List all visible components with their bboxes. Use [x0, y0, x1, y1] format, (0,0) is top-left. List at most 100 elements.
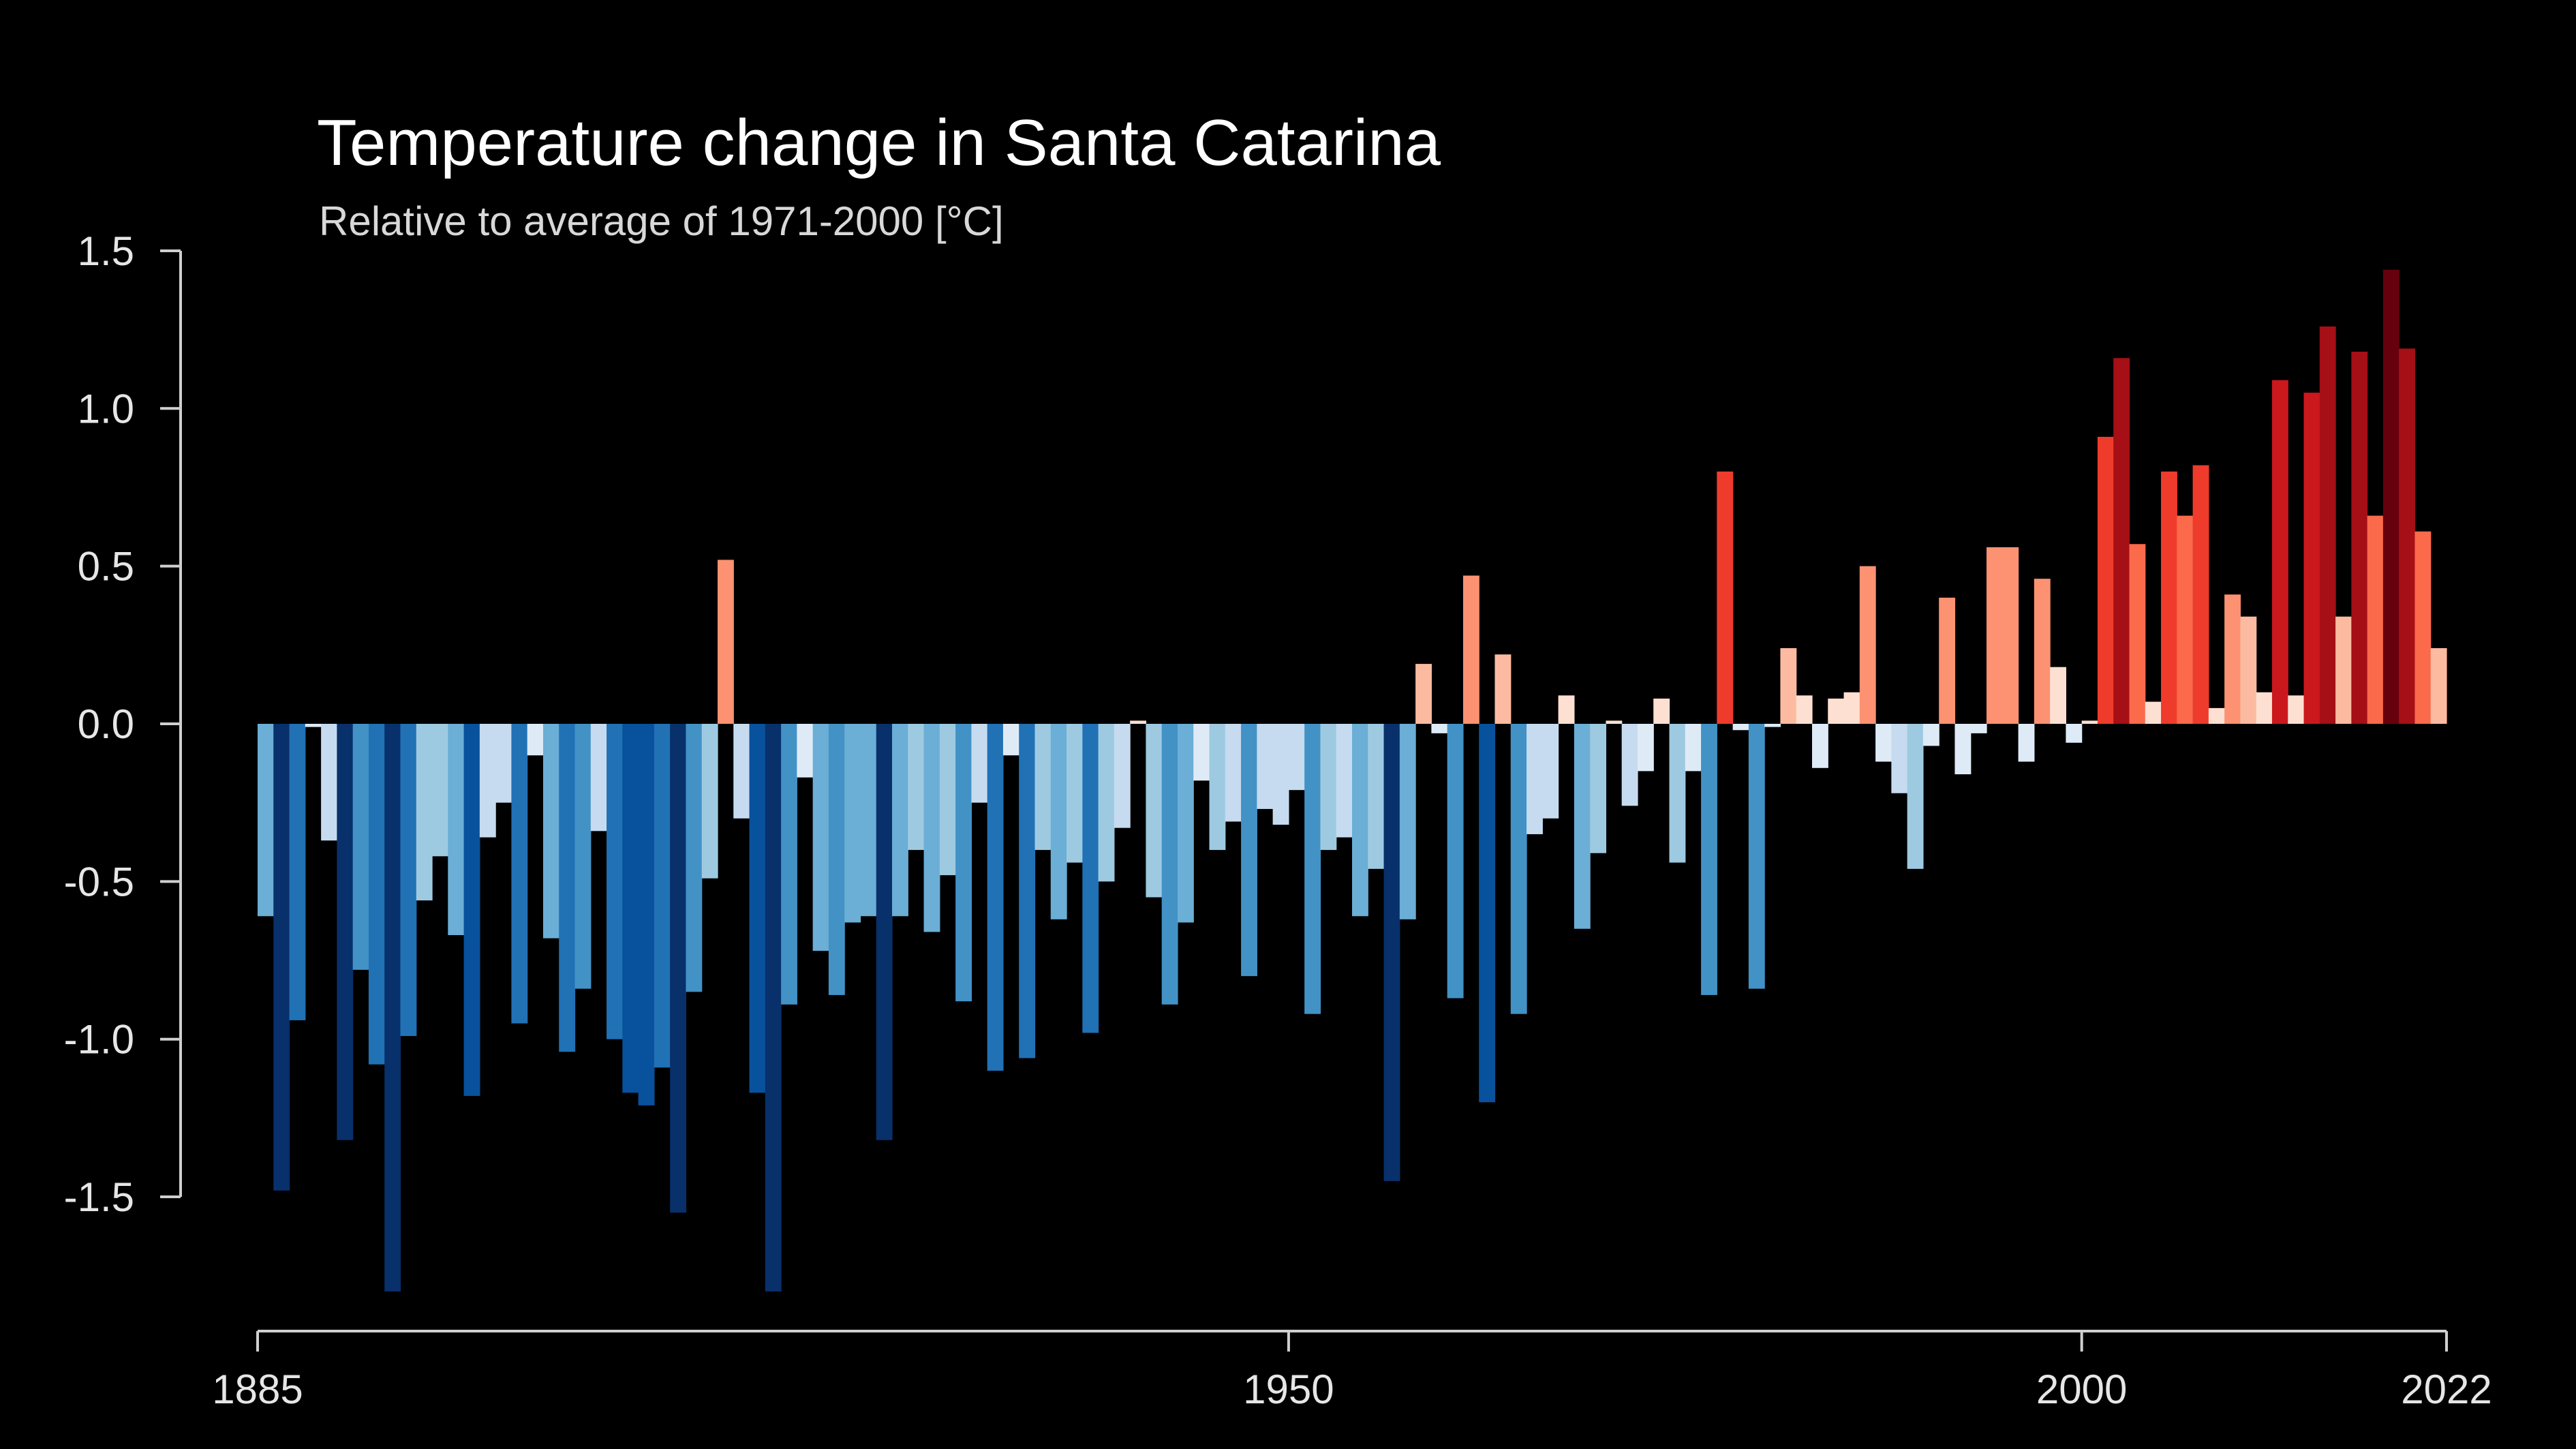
y-tick-label: 1.0: [78, 386, 134, 431]
bar-1961: [1462, 575, 1479, 724]
bar-2002: [2113, 358, 2130, 724]
bar-1914: [717, 560, 734, 724]
bar-1999: [2066, 724, 2083, 743]
x-tick-label: 1950: [1243, 1367, 1334, 1412]
y-tick-label: -0.5: [64, 859, 134, 904]
bar-1991: [1939, 597, 1956, 724]
bar-1889: [321, 724, 337, 841]
bar-1980: [1764, 724, 1781, 727]
bar-2013: [2288, 695, 2305, 724]
y-axis: 1.5 1.0 0.5 0.0 -0.5 -1.0 -1.5: [64, 228, 182, 1220]
bar-1900: [495, 724, 512, 803]
bar-1984: [1828, 698, 1845, 724]
x-tick-label: 2022: [2401, 1367, 2491, 1412]
bar-1963: [1494, 654, 1512, 724]
bar-1941: [1146, 724, 1163, 898]
bar-1979: [1748, 724, 1765, 989]
bar-2003: [2129, 544, 2146, 724]
bar-1909: [638, 724, 655, 1105]
bar-1899: [479, 724, 496, 838]
bar-1965: [1527, 724, 1543, 834]
bar-1936: [1067, 724, 1083, 863]
bar-1975: [1685, 724, 1702, 772]
bar-1893: [384, 724, 401, 1292]
bar-1951: [1304, 724, 1321, 1014]
bar-1971: [1621, 724, 1638, 806]
bar-1892: [368, 724, 385, 1065]
bar-1930: [971, 724, 988, 803]
bar-1948: [1257, 724, 1274, 809]
bar-1994: [1987, 547, 2003, 724]
bar-1977: [1717, 471, 1734, 724]
bar-1946: [1225, 724, 1242, 822]
bar-1894: [400, 724, 417, 1037]
x-tick-label: 2000: [2036, 1367, 2127, 1412]
bar-2010: [2240, 616, 2257, 724]
bar-1952: [1320, 724, 1337, 851]
bar-1962: [1479, 724, 1496, 1103]
bar-1910: [654, 724, 671, 1068]
bar-1972: [1637, 724, 1654, 772]
bar-2008: [2208, 707, 2225, 724]
bar-1916: [749, 724, 766, 1093]
bar-1978: [1732, 724, 1749, 731]
bar-2016: [2335, 616, 2352, 724]
bar-1919: [797, 724, 814, 778]
bar-1902: [527, 724, 544, 756]
y-tick-label: 0.0: [78, 701, 134, 747]
bar-1960: [1447, 724, 1464, 998]
bar-1990: [1922, 724, 1939, 746]
bar-1985: [1843, 692, 1860, 724]
bar-2009: [2224, 594, 2241, 724]
bar-1966: [1542, 724, 1559, 819]
bar-1911: [670, 724, 687, 1213]
bar-1964: [1510, 724, 1527, 1014]
bar-1997: [2034, 579, 2051, 724]
bar-1897: [448, 724, 465, 936]
bar-1934: [1034, 724, 1052, 851]
bar-1970: [1606, 720, 1623, 724]
chart-subtitle: Relative to average of 1971-2000 [°C]: [319, 198, 1004, 244]
bar-1915: [733, 724, 750, 819]
bar-1955: [1368, 724, 1385, 869]
bar-1906: [590, 724, 607, 832]
bar-2012: [2271, 380, 2288, 724]
bars-group: [258, 269, 2447, 1292]
bar-1959: [1431, 724, 1448, 733]
bar-1973: [1653, 698, 1670, 724]
bar-1939: [1114, 724, 1131, 828]
bar-2015: [2319, 326, 2336, 724]
bar-2014: [2303, 393, 2320, 724]
bar-1954: [1352, 724, 1368, 917]
bar-1912: [686, 724, 703, 992]
bar-1942: [1161, 724, 1178, 1005]
bar-1950: [1288, 724, 1305, 791]
bar-1923: [860, 724, 877, 917]
bar-1989: [1907, 724, 1924, 869]
y-tick-label: -1.0: [64, 1017, 134, 1063]
bar-1924: [876, 724, 893, 1140]
bar-1983: [1811, 724, 1828, 768]
bar-2019: [2382, 269, 2399, 724]
bar-1895: [416, 724, 433, 901]
bar-1929: [955, 724, 972, 1002]
bar-2020: [2399, 348, 2416, 724]
bar-1922: [844, 724, 861, 923]
bar-1940: [1130, 720, 1147, 724]
bar-1937: [1082, 724, 1099, 1033]
bar-1998: [2050, 667, 2066, 724]
bar-1891: [352, 724, 369, 970]
bar-1901: [511, 724, 528, 1024]
bar-2004: [2145, 701, 2162, 724]
bar-1957: [1399, 724, 1416, 919]
bar-1956: [1383, 724, 1400, 1181]
bar-1947: [1241, 724, 1257, 977]
bar-2011: [2256, 692, 2273, 724]
bar-2007: [2192, 465, 2209, 724]
bar-1993: [1970, 724, 1987, 733]
y-tick-label: 0.5: [78, 544, 134, 590]
bar-1969: [1590, 724, 1607, 853]
bar-1953: [1336, 724, 1353, 838]
bar-1925: [892, 724, 908, 917]
bar-1949: [1272, 724, 1289, 825]
